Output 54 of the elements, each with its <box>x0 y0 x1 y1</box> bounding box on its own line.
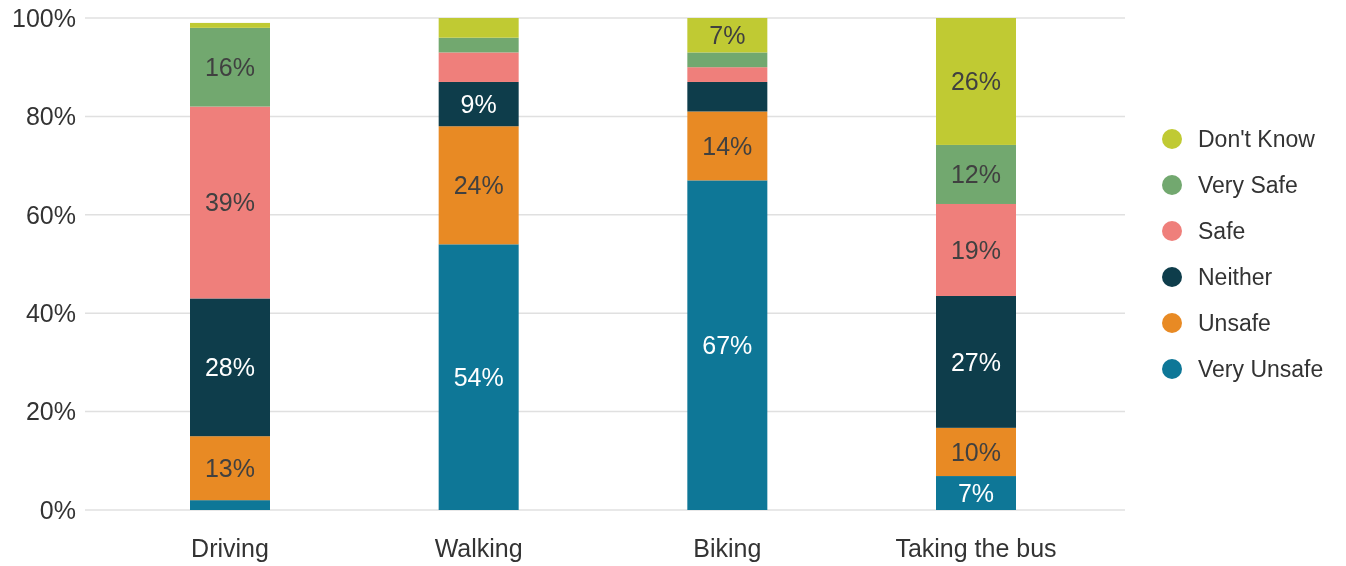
y-tick-label: 100% <box>12 3 76 32</box>
bar <box>438 244 519 510</box>
legend-label: Don't Know <box>1198 126 1316 153</box>
data-label: 24% <box>453 171 504 200</box>
bar <box>190 436 270 501</box>
data-label: 54% <box>453 362 504 391</box>
data-label: 39% <box>204 188 256 217</box>
bar <box>936 18 1016 145</box>
legend-label: Very Safe <box>1198 172 1298 199</box>
data-label: 16% <box>204 52 256 81</box>
data-label: 28% <box>204 353 256 382</box>
bar <box>438 52 519 82</box>
y-tick-label: 40% <box>25 298 76 327</box>
bar <box>936 203 1016 296</box>
y-tick-label: 80% <box>25 102 76 131</box>
legend-label: Neither <box>1198 264 1273 291</box>
x-tick-label: Walking <box>434 533 523 562</box>
bar <box>438 18 519 38</box>
legend-label: Safe <box>1198 218 1246 245</box>
bar <box>190 27 270 107</box>
bar <box>438 81 519 127</box>
data-label: 13% <box>204 453 256 482</box>
data-label: 19% <box>950 235 1002 264</box>
bar <box>687 52 768 68</box>
y-tick-label: 60% <box>25 200 76 229</box>
data-label: 14% <box>702 131 753 160</box>
bar <box>936 476 1016 510</box>
data-label: 7% <box>709 20 746 49</box>
y-tick-label: 20% <box>25 397 76 426</box>
legend-label: Unsafe <box>1198 310 1271 337</box>
bar <box>687 111 768 181</box>
bar <box>936 144 1016 204</box>
bar <box>687 81 768 112</box>
data-label: 9% <box>460 89 497 118</box>
bar <box>438 37 519 53</box>
data-label: 10% <box>950 437 1002 466</box>
data-label: 12% <box>950 160 1002 189</box>
bar <box>687 180 768 510</box>
data-label: 27% <box>950 347 1002 376</box>
y-tick-label: 0% <box>39 495 76 524</box>
bar <box>687 67 768 82</box>
data-label: 7% <box>957 478 995 507</box>
data-label: 67% <box>702 330 753 359</box>
x-tick-label: Taking the bus <box>895 533 1057 562</box>
bar <box>190 500 270 510</box>
bar <box>190 298 270 437</box>
data-label: 26% <box>950 67 1002 96</box>
bar <box>936 295 1016 428</box>
legend-label: Very Unsafe <box>1198 356 1324 383</box>
bar <box>190 22 270 28</box>
x-tick-label: Driving <box>191 533 269 562</box>
bar <box>438 126 519 245</box>
bar <box>190 106 270 299</box>
x-tick-label: Biking <box>693 533 762 562</box>
